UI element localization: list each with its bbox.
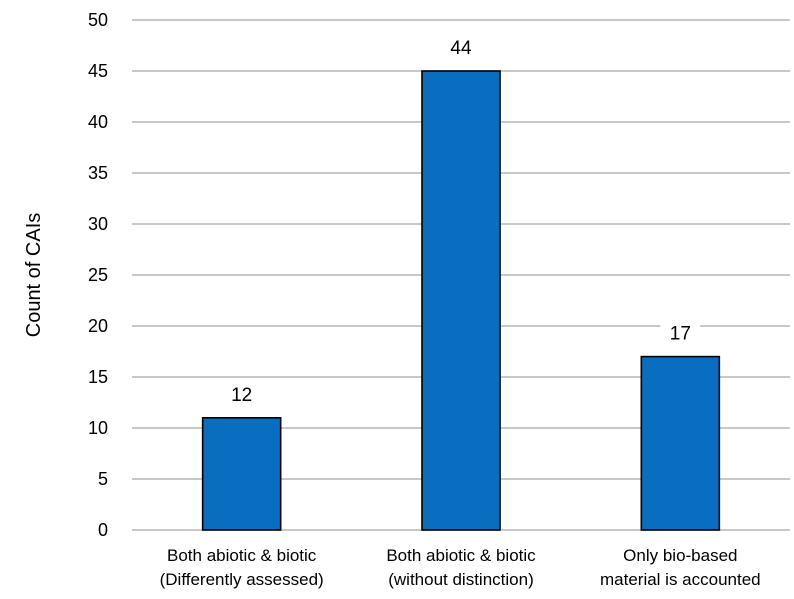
y-axis-ticks: 0 5 10 15 20 25 30 35 40 45 50: [88, 10, 108, 540]
y-tick-label: 15: [88, 367, 108, 387]
data-label: 17: [670, 324, 691, 345]
y-tick-label: 10: [88, 418, 108, 438]
data-label-background: [660, 320, 701, 347]
data-label: 12: [231, 385, 252, 406]
y-tick-label: 5: [98, 469, 108, 489]
y-tick-label: 45: [88, 61, 108, 81]
y-tick-label: 20: [88, 316, 108, 336]
y-axis-label: Count of CAIs: [23, 213, 45, 338]
y-tick-label: 0: [98, 520, 108, 540]
y-tick-label: 35: [88, 163, 108, 183]
x-category-label: material is accounted: [600, 570, 761, 589]
x-category-label: Both abiotic & biotic: [167, 546, 317, 565]
y-tick-label: 25: [88, 265, 108, 285]
y-tick-label: 30: [88, 214, 108, 234]
x-axis-categories: Both abiotic & biotic (Differently assess…: [160, 546, 761, 589]
bar: [201, 416, 282, 531]
y-tick-label: 40: [88, 112, 108, 132]
data-label-background: [221, 381, 262, 408]
x-category-label: Only bio-based: [623, 546, 737, 565]
x-category-label: Both abiotic & biotic: [386, 546, 536, 565]
data-label: 44: [450, 38, 472, 59]
x-category-label: (without distinction): [388, 570, 534, 589]
data-label-background: [441, 35, 481, 61]
bar: [421, 70, 501, 531]
x-category-label: (Differently assessed): [160, 570, 324, 589]
y-tick-label: 50: [88, 10, 108, 30]
data-labels: 12 44 17: [221, 35, 701, 408]
bar: [640, 355, 721, 531]
bars: [201, 70, 721, 531]
